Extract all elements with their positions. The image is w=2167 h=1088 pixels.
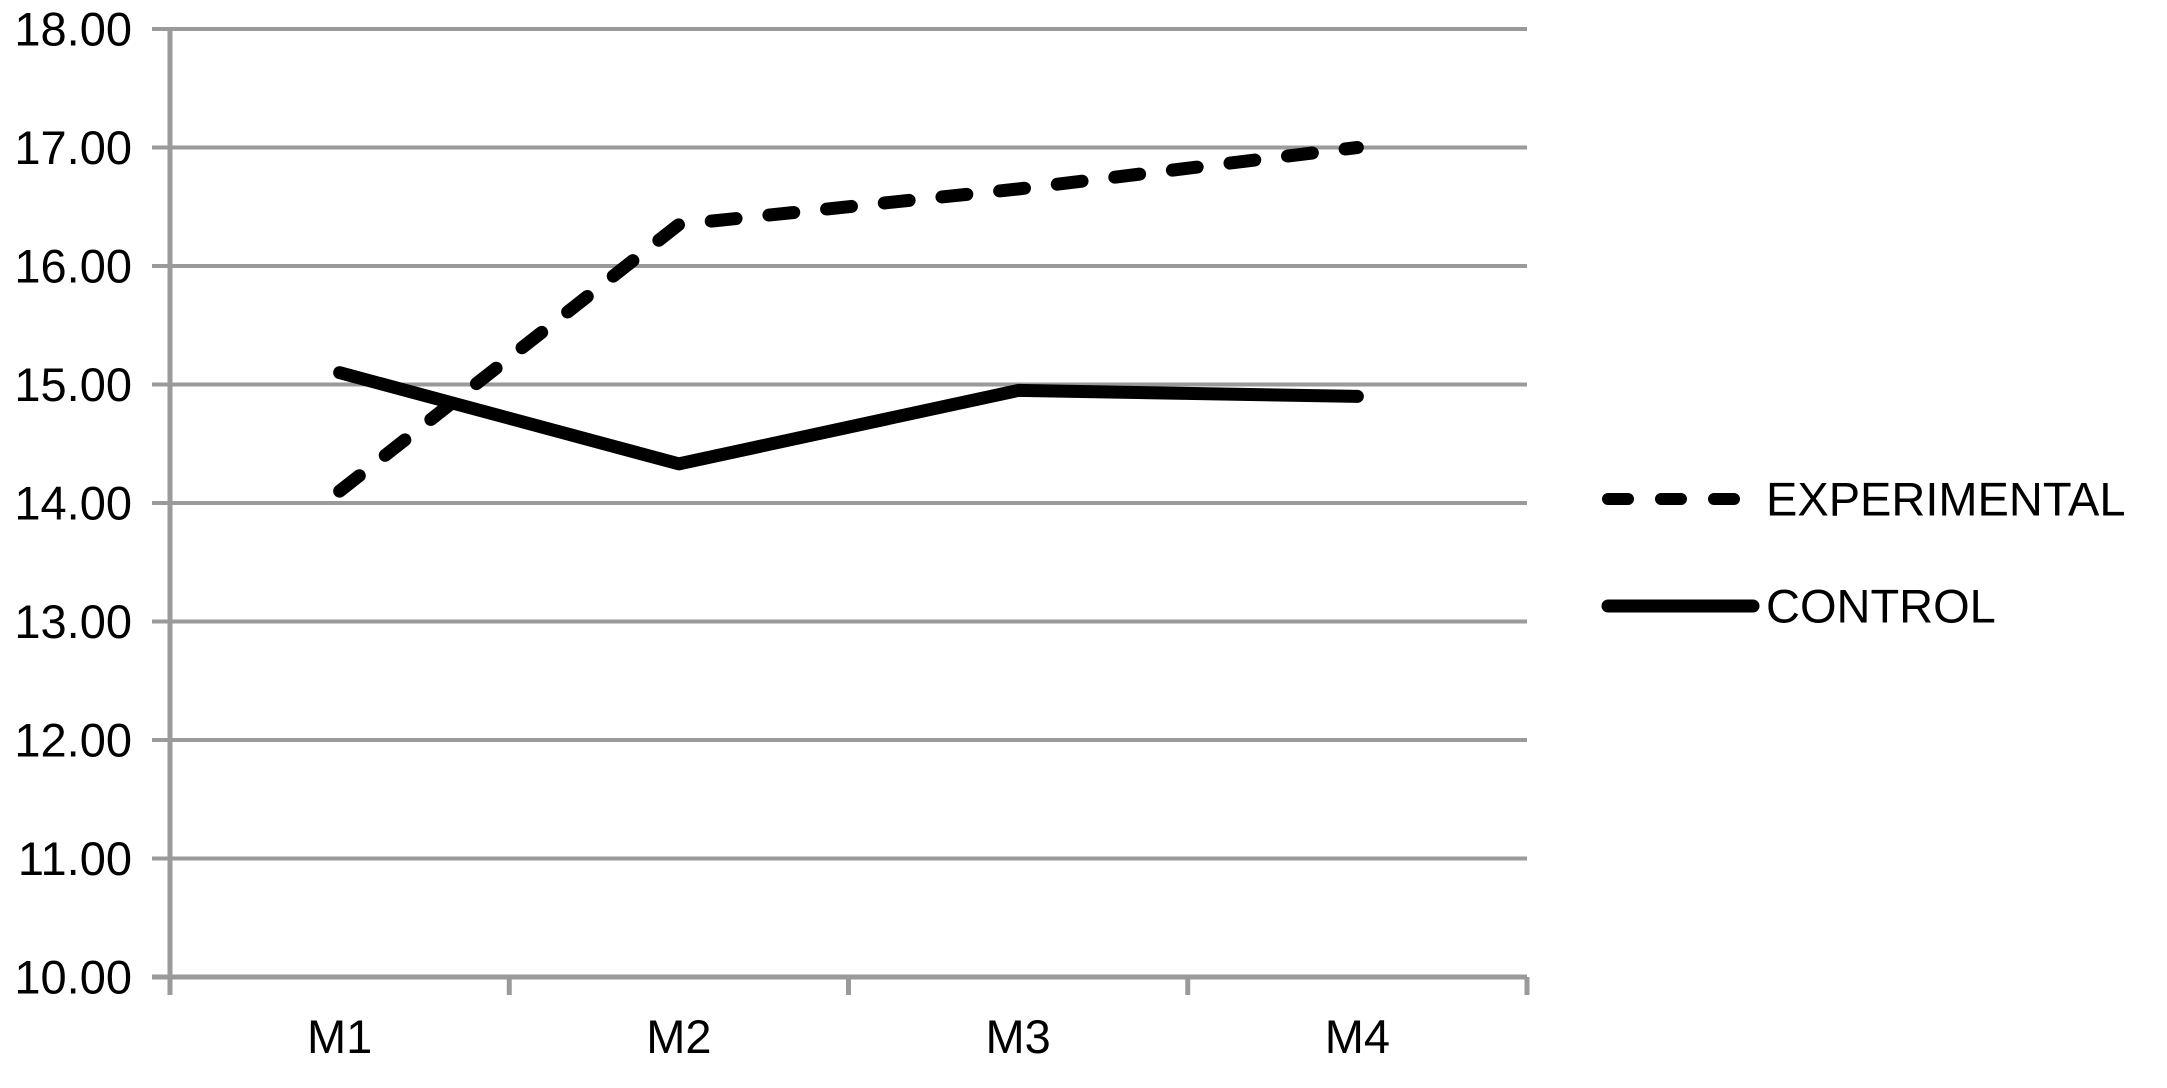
y-tick-label: 10.00 [14, 951, 132, 1004]
axes [152, 29, 1530, 995]
series-experimental [333, 141, 1364, 498]
y-tick-label: 16.00 [14, 240, 132, 293]
x-tick-label: M1 [307, 1010, 372, 1063]
y-tick-label: 17.00 [14, 121, 132, 174]
x-tick-label: M3 [985, 1010, 1050, 1063]
legend-label-experimental: EXPERIMENTAL [1766, 473, 2126, 526]
y-tick-label: 13.00 [14, 595, 132, 648]
legend-label-control: CONTROL [1766, 580, 1996, 633]
y-tick-label: 15.00 [14, 358, 132, 411]
y-tick-label: 11.00 [18, 832, 132, 885]
y-tick-label: 18.00 [14, 3, 132, 56]
legend: EXPERIMENTAL CONTROL [1601, 473, 2126, 633]
y-tick-label: 12.00 [14, 714, 132, 767]
y-axis-labels: 10.00 11.00 12.00 13.00 14.00 15.00 16.00 17.00… [14, 3, 132, 1004]
series-control [333, 366, 1364, 471]
y-tick-label: 14.00 [14, 477, 132, 530]
x-tick-label: M4 [1325, 1010, 1390, 1063]
x-tick-label: M2 [646, 1010, 711, 1063]
x-axis-labels: M1 M2 M3 M4 [307, 1010, 1390, 1063]
